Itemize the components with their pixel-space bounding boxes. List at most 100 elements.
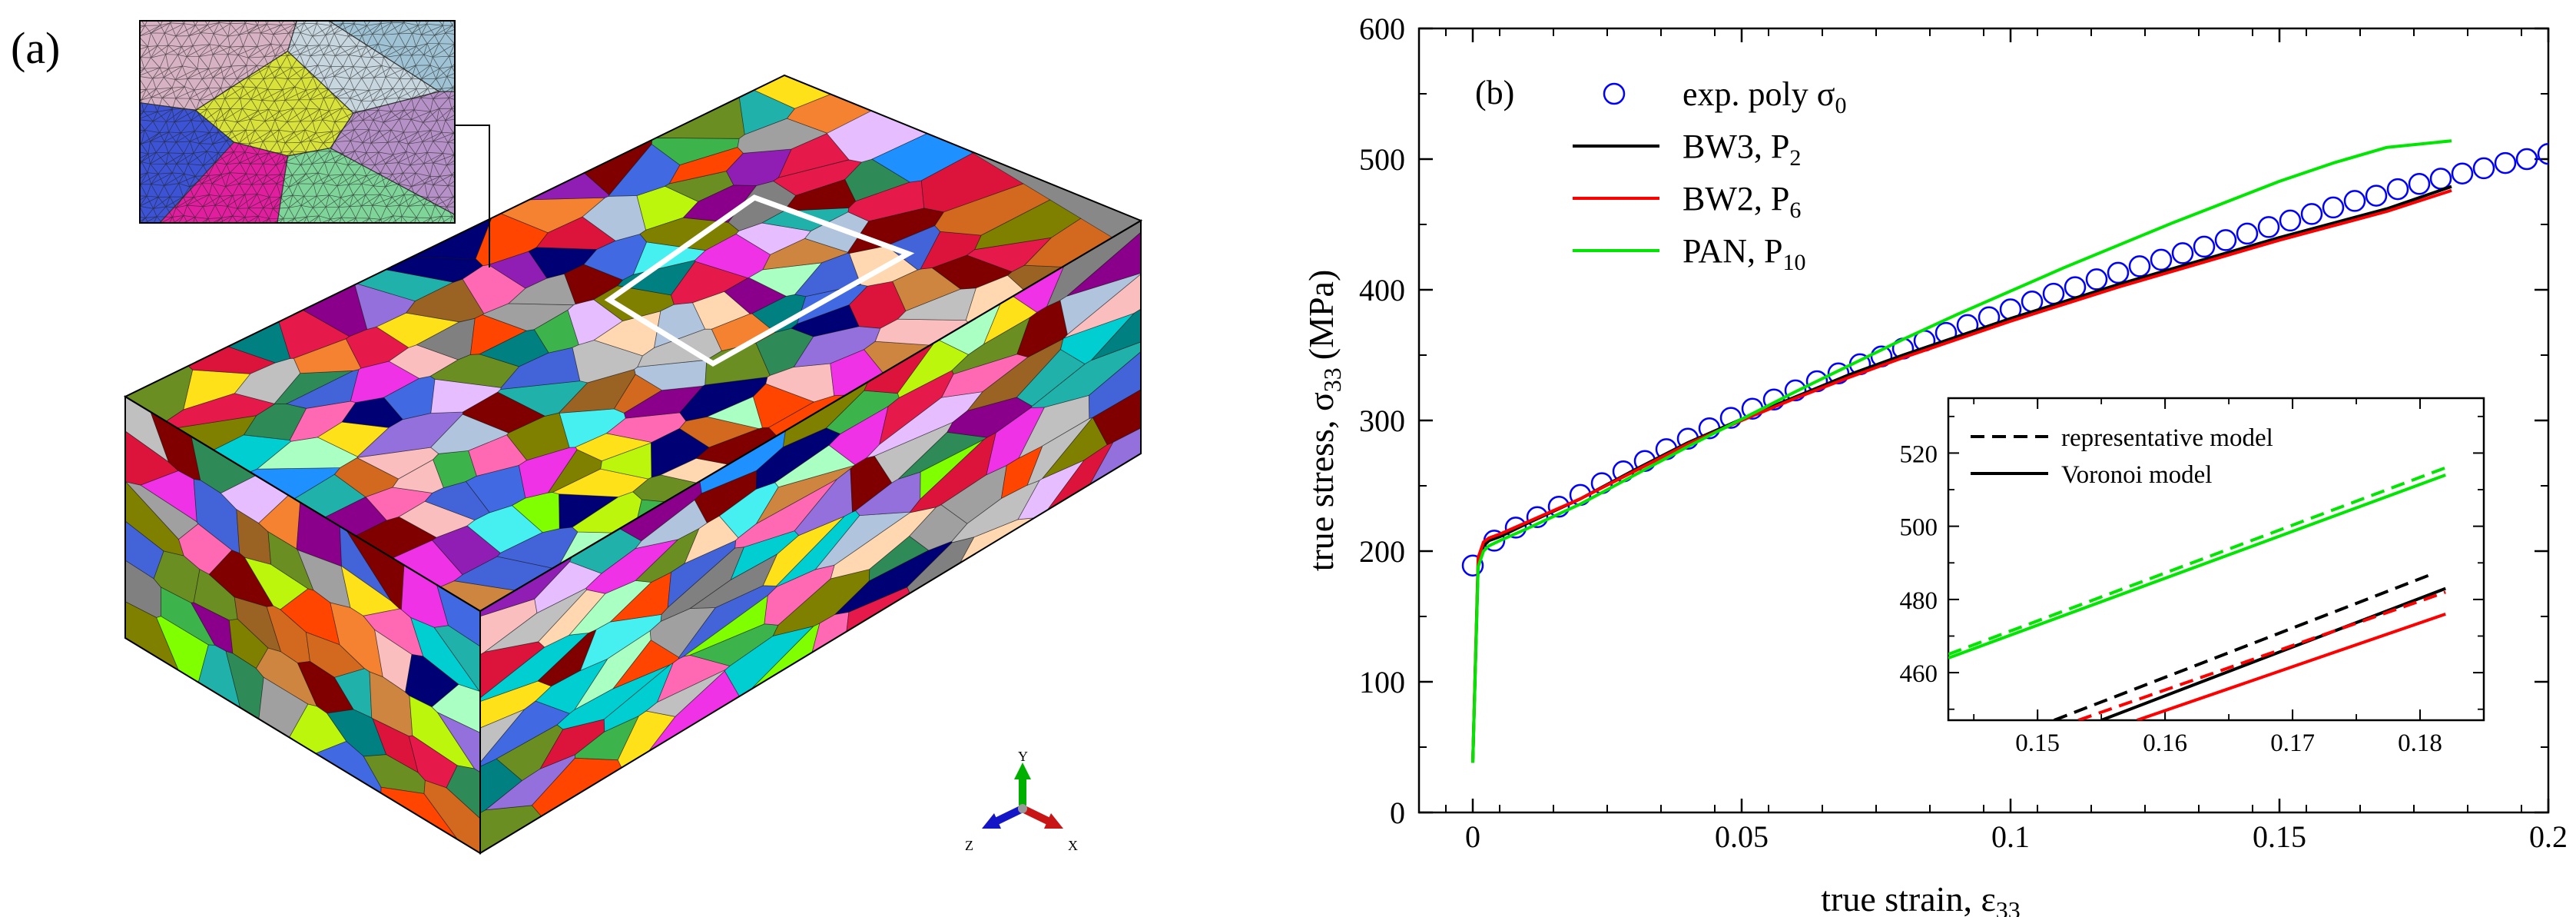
exp-data-point <box>2343 190 2366 212</box>
exp-data-point <box>2171 242 2194 264</box>
exp-data-point <box>2128 255 2151 277</box>
top-face-grain <box>974 199 1082 251</box>
exp-data-point <box>2386 178 2409 201</box>
series-line-bw3-p2 <box>1471 184 2452 763</box>
triad-z-label: Z <box>965 838 973 853</box>
mesh-zoom-triangles <box>140 21 455 223</box>
front-face-grain <box>433 625 480 703</box>
legend-entry-sub: 10 <box>1782 250 1805 275</box>
inset-y-tick-label: 520 <box>1900 440 1938 468</box>
exp-data-point <box>1526 506 1549 529</box>
inset-legend-label: representative model <box>2061 424 2273 452</box>
side-face-grain <box>734 478 837 549</box>
grains-front-face <box>125 397 480 853</box>
polycrystal-block <box>123 74 1143 855</box>
exp-data-point <box>2365 184 2388 207</box>
exp-data-point <box>2236 222 2259 245</box>
exp-data-point <box>2408 173 2431 195</box>
x-tick-label: 0.2 <box>2529 819 2568 854</box>
y-tick-label: 300 <box>1359 404 1405 438</box>
y-tick-label: 200 <box>1359 534 1405 569</box>
x-axis-title-sub: 33 <box>1996 896 2021 917</box>
x-tick-label: 0 <box>1465 819 1480 854</box>
inset-line-bw2-voronoi <box>2136 613 2446 720</box>
y-axis-title: true stress, σ33 (MPa) <box>1301 270 1346 572</box>
inset-legend-label: Voronoi model <box>2061 461 2212 489</box>
exp-data-point <box>2214 229 2237 251</box>
top-face-grain <box>640 79 745 139</box>
legend-entry-text: BW2, P <box>1683 180 1789 218</box>
series-line-bw2-p6 <box>1471 188 2452 763</box>
exp-data-point <box>1547 495 1570 518</box>
triad-x-axis-icon <box>1020 805 1050 825</box>
inset-axes: 0.15 0.16 0.17 0.18 460 480 500 520 <box>1900 398 2484 757</box>
exp-data-point <box>1461 554 1484 576</box>
panel-b-label: (b) <box>1475 74 1514 111</box>
exp-data-point <box>2300 203 2323 225</box>
inset-line-pan-voronoi <box>1948 473 2446 660</box>
inset-series <box>1948 466 2446 720</box>
exp-data-point <box>2064 276 2087 298</box>
inset-line-pan-representative <box>1948 466 2446 656</box>
inset-line-bw3-representative <box>2053 572 2434 720</box>
legend-entry-sub: 6 <box>1789 198 1801 223</box>
exp-data-point <box>2472 157 2495 180</box>
side-face-grain <box>1092 370 1141 446</box>
legend-entry-label: BW3, P2 <box>1683 128 1801 171</box>
legend-entry-text: BW3, P <box>1683 128 1789 165</box>
zoom-region-marker <box>604 194 915 367</box>
exp-data-point <box>2429 168 2452 190</box>
triad-y-label: Y <box>1018 749 1028 764</box>
exp-data-point <box>2193 235 2216 258</box>
inset-y-tick-label: 480 <box>1900 587 1938 615</box>
y-tick-label: 0 <box>1390 796 1405 830</box>
inset-x-tick-label: 0.18 <box>2398 729 2442 757</box>
top-face-grain <box>920 152 1025 213</box>
y-tick-label: 100 <box>1359 665 1405 699</box>
exp-data-point <box>2107 261 2130 284</box>
triad-x-label: X <box>1068 838 1078 853</box>
x-axis-title: true strain, ε33 <box>1821 879 2021 917</box>
mesh-zoom-frame <box>139 20 456 224</box>
inset-y-tick-label: 500 <box>1900 514 1938 542</box>
mesh-zoom-triangle-edges <box>140 21 455 223</box>
side-face-grain <box>1030 334 1141 408</box>
exp-data-point <box>2085 268 2108 291</box>
exp-data-point <box>2322 196 2345 219</box>
side-face-grain <box>1066 221 1141 297</box>
y-axis-title-unit: (MPa) <box>1301 270 1341 360</box>
triad-z-axis-icon <box>995 805 1025 825</box>
y-tick-label: 400 <box>1359 273 1405 307</box>
triad-y-arrowhead-icon <box>1014 763 1031 779</box>
exp-data-point <box>2150 248 2173 271</box>
legend-entry-label: exp. poly σ0 <box>1683 75 1846 118</box>
mesh-zoom-inset <box>139 20 490 267</box>
x-tick-label: 0.15 <box>2253 819 2306 854</box>
legend-entry-text: exp. poly σ <box>1683 75 1835 113</box>
series-line-pan-p10 <box>1471 139 2452 763</box>
exp-data-point <box>2451 162 2474 184</box>
y-axis-title-sub: 33 <box>1318 367 1346 392</box>
inset-legend: representative model Voronoi model <box>1971 424 2273 489</box>
y-axis-title-text: true stress, σ <box>1301 392 1341 571</box>
inset-line-bw2-representative <box>2077 590 2446 720</box>
triad-z-arrowhead-icon <box>982 813 1001 829</box>
inset-line-bw3-voronoi <box>2100 586 2446 720</box>
x-tick-label: 0.1 <box>1991 819 2030 854</box>
side-face-grain <box>910 432 996 513</box>
exp-data-point <box>2042 282 2065 305</box>
x-tick-label: 0.05 <box>1715 819 1769 854</box>
panel-a: (a) <box>11 20 1143 855</box>
main-series <box>1461 139 2548 763</box>
top-face-grain <box>487 160 610 201</box>
legend-entry-sub: 0 <box>1835 93 1846 118</box>
inset-x-tick-label: 0.16 <box>2143 729 2187 757</box>
front-face-grain <box>446 765 480 836</box>
exp-data-point <box>2537 142 2548 165</box>
side-face-grain <box>1064 252 1141 338</box>
inset-x-tick-label: 0.17 <box>2270 729 2315 757</box>
